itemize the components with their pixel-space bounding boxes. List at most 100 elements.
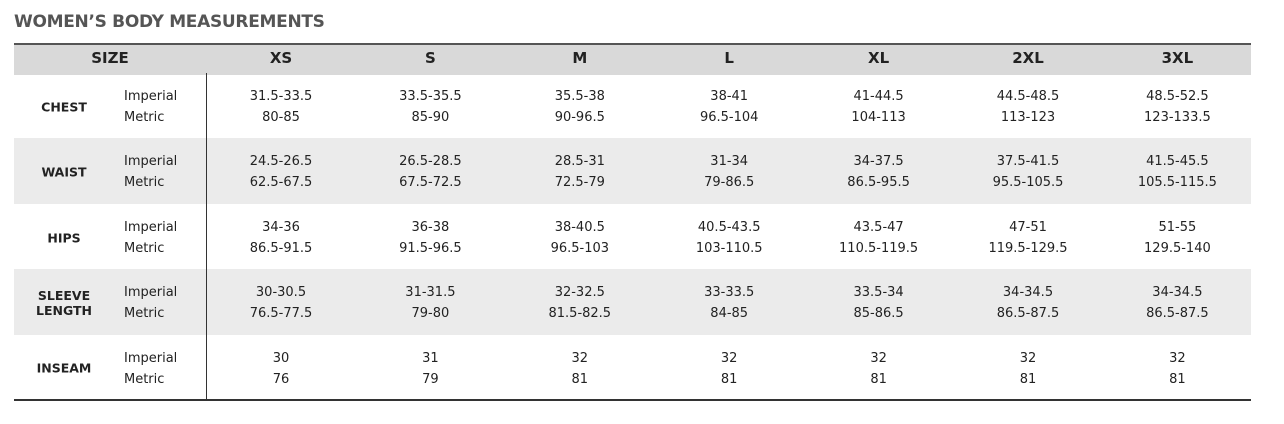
cell-value: 79-80	[411, 306, 450, 322]
cell-value: 76	[272, 371, 290, 387]
unit-label: Metric	[124, 240, 165, 256]
unit-label: Metric	[124, 175, 165, 191]
header-cell: 2XL	[1012, 49, 1044, 67]
header-cell: S	[424, 49, 436, 67]
header-cell: L	[724, 49, 734, 67]
cell-value: 31-31.5	[405, 285, 456, 301]
cell-value: 34-34.5	[1152, 285, 1203, 301]
cell-value: 91.5-96.5	[399, 240, 462, 256]
cell-value: 76.5-77.5	[249, 306, 313, 322]
cell-value: 33.5-34	[853, 285, 904, 301]
divider	[206, 73, 207, 400]
header-cell: SIZE	[91, 49, 129, 67]
cell-value: 32	[870, 350, 887, 366]
header-cell: 3XL	[1161, 49, 1194, 67]
cell-value: 103-110.5	[695, 240, 763, 256]
cell-value: 104-113	[851, 110, 906, 125]
cell-value: 81	[720, 371, 738, 387]
cell-value: 86.5-87.5	[996, 306, 1060, 322]
cell-value: 32	[1019, 350, 1037, 366]
header-band	[14, 43, 1251, 75]
cell-value: 113-123	[1000, 110, 1056, 125]
cell-value: 33.5-35.5	[399, 89, 462, 104]
cell-value: 36-38	[411, 219, 450, 235]
unit-label: Metric	[124, 110, 165, 125]
cell-value: 85-90	[411, 110, 450, 125]
cell-value: 41.5-45.5	[1146, 154, 1209, 170]
cell-value: 43.5-47	[853, 219, 904, 235]
cell-value: 62.5-67.5	[249, 175, 313, 191]
cell-value: 86.5-95.5	[847, 175, 910, 191]
cell-value: 26.5-28.5	[399, 154, 462, 170]
cell-value: 31	[422, 350, 439, 366]
cell-value: 34-37.5	[853, 154, 904, 170]
cell-value: 24.5-26.5	[249, 154, 313, 170]
cell-value: 72.5-79	[554, 175, 605, 191]
cell-value: 123-133.5	[1144, 110, 1211, 125]
cell-value: 81.5-82.5	[548, 306, 612, 322]
cell-value: 81	[1169, 371, 1186, 387]
cell-value: 32	[571, 350, 589, 366]
cell-value: 51-55	[1158, 219, 1197, 235]
cell-value: 32-32.5	[554, 285, 605, 301]
row-label: HIPS	[47, 230, 81, 245]
cell-value: 129.5-140	[1144, 240, 1211, 256]
header-cell: XS	[269, 49, 293, 67]
unit-label: Imperial	[124, 285, 178, 301]
cell-value: 81	[870, 371, 887, 387]
cell-value: 37.5-41.5	[996, 154, 1060, 170]
cell-value: 95.5-105.5	[992, 175, 1064, 191]
row-label: SLEEVE LENGTH	[36, 287, 92, 318]
cell-value: 90-96.5	[554, 110, 605, 125]
row-label: WAIST	[41, 164, 87, 180]
cell-value: 67.5-72.5	[399, 175, 462, 191]
cell-value: 41-44.5	[853, 89, 904, 104]
cell-value: 35.5-38	[554, 89, 605, 104]
cell-value: 79	[422, 371, 439, 387]
cell-value: 28.5-31	[554, 154, 605, 170]
cell-value: 119.5-129.5	[988, 240, 1068, 256]
cell-value: 31-34	[710, 154, 749, 170]
cell-value: 40.5-43.5	[697, 219, 761, 235]
unit-label: Metric	[124, 371, 165, 387]
table-bottom-border	[14, 399, 1251, 401]
unit-label: Imperial	[124, 219, 178, 235]
cell-value: 96.5-104	[699, 110, 759, 125]
header-cell: M	[572, 49, 588, 67]
cell-value: 32	[1169, 350, 1186, 366]
cell-value: 110.5-119.5	[839, 240, 919, 256]
title: WOMEN’S BODY MEASUREMENTS	[14, 12, 325, 32]
cell-value: 32	[720, 350, 738, 366]
cell-value: 81	[571, 371, 589, 387]
cell-value: 44.5-48.5	[996, 89, 1060, 104]
cell-value: 34-34.5	[1002, 285, 1054, 301]
header-cell: XL	[868, 49, 890, 67]
cell-value: 79-86.5	[704, 175, 755, 191]
unit-label: Imperial	[124, 154, 178, 170]
row-band	[14, 138, 1251, 204]
cell-value: 30-30.5	[255, 285, 307, 301]
cell-value: 86.5-91.5	[249, 240, 313, 256]
cell-value: 34-36	[262, 219, 300, 235]
cell-value: 31.5-33.5	[249, 89, 313, 104]
row-label: CHEST	[41, 99, 87, 115]
row-band	[14, 269, 1251, 335]
cell-value: 38-40.5	[554, 219, 605, 235]
cell-value: 86.5-87.5	[1146, 306, 1209, 322]
cell-value: 30	[272, 350, 290, 366]
cell-value: 33-33.5	[704, 285, 755, 301]
unit-label: Imperial	[124, 89, 178, 104]
cell-value: 85-86.5	[853, 306, 904, 322]
cell-value: 38-41	[710, 89, 749, 104]
unit-label: Metric	[124, 306, 165, 322]
cell-value: 47-51	[1009, 219, 1047, 235]
cell-value: 84-85	[710, 306, 749, 322]
cell-value: 80-85	[262, 110, 300, 125]
cell-value: 81	[1019, 371, 1037, 387]
row-label: INSEAM	[36, 360, 92, 376]
cell-value: 105.5-115.5	[1137, 175, 1217, 191]
unit-label: Imperial	[124, 350, 178, 366]
cell-value: 96.5-103	[550, 240, 610, 256]
cell-value: 48.5-52.5	[1146, 89, 1209, 104]
